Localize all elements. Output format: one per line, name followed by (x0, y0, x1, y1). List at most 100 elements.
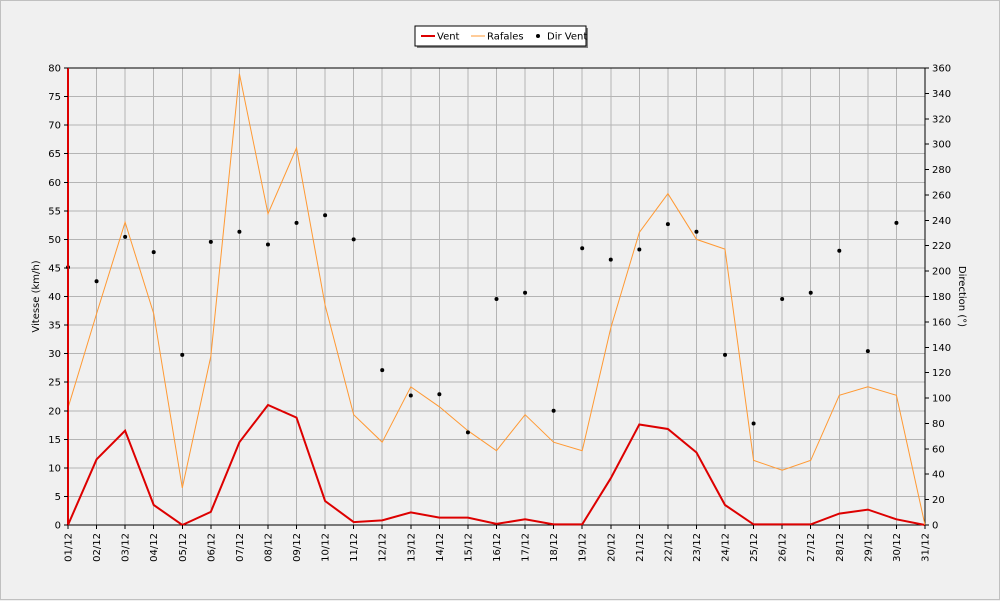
y-right-tick-label: 80 (932, 419, 945, 430)
y-right-tick-label: 40 (932, 470, 945, 481)
x-tick-label: 03/12 (121, 533, 132, 562)
y-left-tick-label: 80 (48, 64, 61, 75)
y-right-tick-label: 200 (932, 267, 951, 278)
series-dir-vent-point (380, 368, 385, 373)
series-dir-vent-point (180, 352, 185, 357)
series-dir-vent-point (437, 392, 442, 397)
x-tick-label: 22/12 (663, 533, 674, 562)
x-tick-label: 07/12 (235, 533, 246, 562)
series-layer (66, 68, 926, 527)
legend-box (414, 25, 587, 47)
legend-label-dir-vent: Dir Vent (547, 32, 587, 43)
series-dir-vent-point (494, 297, 499, 302)
y-left-tick-label: 45 (48, 263, 61, 274)
series-dir-vent-point (123, 234, 128, 239)
series-dir-vent-point (751, 421, 756, 426)
x-tick-label: 19/12 (578, 533, 589, 562)
series-dir-vent-point (208, 239, 213, 244)
x-tick-label: 01/12 (64, 533, 75, 562)
y-left-tick-label: 35 (48, 321, 61, 332)
x-tick-label: 02/12 (92, 533, 103, 562)
series-vent (67, 403, 926, 527)
y-right-tick-label: 120 (932, 368, 951, 379)
series-dir-vent-point (465, 430, 470, 435)
y-left-tick-label: 75 (48, 92, 61, 103)
series-dir-vent-point (723, 352, 728, 357)
y-right-tick-label: 360 (932, 64, 951, 75)
y-right-tick-label: 340 (932, 89, 951, 100)
series-dir-vent-point (265, 242, 270, 247)
series-dir-vent-point (580, 246, 585, 251)
series-dir-vent-point (894, 220, 899, 225)
series-dir-vent-point (237, 229, 242, 234)
legend-label-rafales: Rafales (487, 32, 524, 43)
legend: Vent Rafales Dir Vent (414, 25, 588, 48)
series-dir-vent-point (780, 297, 785, 302)
x-tick-label: 10/12 (321, 533, 332, 562)
series-dir-vent-point (694, 229, 699, 234)
series-rafales (67, 73, 926, 526)
y-right-tick-label: 160 (932, 317, 951, 328)
y-right-tick-label: 320 (932, 114, 951, 125)
axes-layer: 0 5 10 15 20 25 30 35 40 45 50 55 60 65 70 75 80 0 20 40 60 8… (31, 64, 967, 562)
y-right-tick-label: 220 (932, 241, 951, 252)
series-dir-vent (66, 213, 899, 435)
y-right-axis-title: Direction (°) (956, 266, 967, 327)
x-tick-label: 06/12 (206, 533, 217, 562)
y-left-tick-label: 65 (48, 149, 61, 160)
x-tick-label: 27/12 (806, 533, 817, 562)
y-left-tick-label: 5 (55, 492, 61, 503)
series-dir-vent-point (608, 257, 613, 262)
y-right-tick-label: 300 (932, 140, 951, 151)
y-left-tick-label: 40 (48, 292, 61, 303)
series-rafales-line (67, 73, 926, 526)
x-tick-label: 20/12 (606, 533, 617, 562)
y-right-tick-label: 60 (932, 444, 945, 455)
series-dir-vent-point (323, 213, 328, 218)
x-tick-label: 15/12 (463, 533, 474, 562)
x-tick-label: 18/12 (549, 533, 560, 562)
y-right-tick-label: 280 (932, 165, 951, 176)
x-tick-label: 14/12 (435, 533, 446, 562)
series-dir-vent-point (665, 222, 670, 227)
y-right-tick-label: 140 (932, 343, 951, 354)
y-left-axis-title: Vitesse (km/h) (31, 260, 42, 332)
x-tick-label: 31/12 (921, 533, 932, 562)
y-right-tick-label: 20 (932, 495, 945, 506)
series-dir-vent-point (637, 247, 642, 252)
x-tick-label: 28/12 (835, 533, 846, 562)
x-tick-label: 05/12 (178, 533, 189, 562)
y-left-tick-label: 25 (48, 378, 61, 389)
y-left-tick-label: 30 (48, 349, 61, 360)
series-dir-vent-point (808, 290, 813, 295)
series-dir-vent-point (837, 248, 842, 253)
y-right-tick-label: 0 (932, 521, 938, 532)
grid (67, 67, 926, 526)
x-tick-label: 23/12 (692, 533, 703, 562)
x-tick-label: 08/12 (263, 533, 274, 562)
x-tick-label: 24/12 (721, 533, 732, 562)
x-tick-label: 25/12 (749, 533, 760, 562)
legend-label-vent: Vent (437, 32, 460, 43)
y-left-tick-label: 70 (48, 121, 61, 132)
legend-swatch-dir-vent (536, 34, 540, 38)
x-tick-label: 29/12 (863, 533, 874, 562)
x-tick-label: 09/12 (292, 533, 303, 562)
series-dir-vent-point (408, 393, 413, 398)
y-left-tick-label: 10 (48, 463, 61, 474)
x-tick-label: 11/12 (349, 533, 360, 562)
series-dir-vent-point (865, 349, 870, 354)
series-dir-vent-point (151, 250, 156, 255)
x-tick-label: 21/12 (635, 533, 646, 562)
y-left-tick-label: 60 (48, 178, 61, 189)
y-left-tick-label: 50 (48, 235, 61, 246)
x-tick-label: 17/12 (521, 533, 532, 562)
y-right-tick-label: 240 (932, 216, 951, 227)
series-vent-line (67, 403, 926, 527)
x-tick-label: 13/12 (406, 533, 417, 562)
series-dir-vent-point (351, 237, 356, 242)
x-tick-label: 04/12 (149, 533, 160, 562)
y-right-tick-label: 180 (932, 292, 951, 303)
